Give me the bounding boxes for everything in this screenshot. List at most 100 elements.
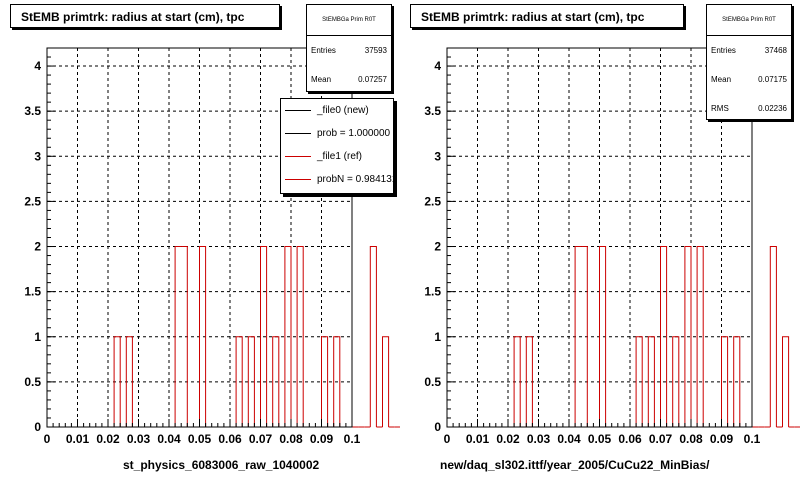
plot-title-left: StEMB primtrk: radius at start (cm), tpc bbox=[10, 4, 280, 28]
stats-rms-label-right: RMS bbox=[711, 104, 729, 113]
y-tick-label-right: 0.5 bbox=[424, 375, 441, 389]
stats-mean-right: Mean 0.07175 bbox=[707, 65, 791, 94]
histogram-bar-right bbox=[672, 336, 680, 427]
histogram-bar-left bbox=[382, 336, 390, 427]
histogram-bar-left bbox=[321, 336, 329, 427]
y-tick-label-left: 1.5 bbox=[24, 285, 41, 299]
x-tick-label-left: 0.08 bbox=[279, 432, 303, 446]
histogram-bar-left bbox=[174, 246, 182, 427]
legend-entry-file0: _file0 (new) bbox=[281, 99, 393, 122]
histogram-bar-left bbox=[272, 336, 280, 427]
histogram-bar-left bbox=[260, 246, 268, 427]
legend-box: _file0 (new) prob = 1.000000 _file1 (ref… bbox=[280, 98, 394, 194]
histogram-bar-left bbox=[235, 336, 243, 427]
stats-rms-right: RMS 0.02236 bbox=[707, 94, 791, 123]
stats-entries-right: Entries 37468 bbox=[707, 36, 791, 65]
stats-box-left: StEMBGa Prim R0T Entries 37593 Mean 0.07… bbox=[306, 4, 392, 92]
x-tick-label-left: 0.04 bbox=[157, 432, 181, 446]
histogram-bar-left bbox=[181, 246, 188, 427]
legend-entry-file1: _file1 (ref) bbox=[281, 145, 393, 168]
histogram-bar-right bbox=[581, 246, 588, 427]
x-tick-label-left: 0.02 bbox=[96, 432, 120, 446]
x-tick-label-right: 0.04 bbox=[557, 432, 581, 446]
x-tick-label-right: 0.09 bbox=[710, 432, 734, 446]
x-tick-label-right: 0.06 bbox=[618, 432, 642, 446]
histogram-bar-right bbox=[635, 336, 643, 427]
y-tick-label-left: 2 bbox=[34, 240, 41, 254]
stats-entries-value-right: 37468 bbox=[764, 46, 787, 55]
histogram-bar-right bbox=[513, 336, 521, 427]
x-tick-label-right: 0.01 bbox=[466, 432, 490, 446]
x-tick-label-right: 0.05 bbox=[588, 432, 612, 446]
stats-mean-left: Mean 0.07257 bbox=[307, 65, 391, 94]
legend-entry-prob: prob = 1.000000 bbox=[281, 122, 393, 145]
stats-entries-label-right: Entries bbox=[711, 46, 736, 55]
x-tick-label-right: 0.1 bbox=[744, 432, 761, 446]
stats-entries-label-left: Entries bbox=[311, 46, 336, 55]
histogram-bar-left bbox=[369, 246, 377, 427]
histogram-bar-left bbox=[296, 246, 304, 427]
y-tick-label-left: 3 bbox=[34, 149, 41, 163]
y-tick-label-right: 4 bbox=[434, 59, 441, 73]
y-tick-label-right: 3 bbox=[434, 149, 441, 163]
y-tick-label-right: 3.5 bbox=[424, 104, 441, 118]
legend-label-probn: probN = 0.984131 bbox=[317, 174, 394, 185]
x-tick-label-left: 0 bbox=[44, 432, 51, 446]
x-tick-label-left: 0.05 bbox=[188, 432, 212, 446]
y-tick-label-right: 2 bbox=[434, 240, 441, 254]
y-tick-label-left: 0.5 bbox=[24, 375, 41, 389]
histogram-bar-right bbox=[769, 246, 777, 427]
legend-line-probn bbox=[285, 179, 311, 180]
x-tick-label-left: 0.01 bbox=[66, 432, 90, 446]
x-tick-label-left: 0.1 bbox=[344, 432, 361, 446]
histogram-bar-right bbox=[721, 336, 729, 427]
histogram-bar-left bbox=[199, 246, 207, 427]
legend-line-file1 bbox=[285, 156, 311, 157]
stats-entries-value-left: 37593 bbox=[364, 46, 387, 55]
stats-box-right: StEMBGa Prim R0T Entries 37468 Mean 0.07… bbox=[706, 4, 792, 120]
y-tick-label-right: 0 bbox=[434, 420, 441, 434]
legend-line-prob bbox=[285, 133, 311, 134]
plot-title-left-text: StEMB primtrk: radius at start (cm), tpc bbox=[21, 10, 245, 24]
legend-label-file0: _file0 (new) bbox=[317, 105, 369, 116]
stats-name-left: StEMBGa Prim R0T bbox=[307, 5, 391, 36]
stats-name-right: StEMBGa Prim R0T bbox=[707, 5, 791, 36]
histogram-bar-left bbox=[284, 246, 292, 427]
y-tick-label-right: 2.5 bbox=[424, 194, 441, 208]
legend-label-prob: prob = 1.000000 bbox=[317, 128, 391, 139]
y-tick-label-left: 4 bbox=[34, 59, 41, 73]
x-tick-label-left: 0.03 bbox=[127, 432, 151, 446]
x-tick-label-right: 0.08 bbox=[679, 432, 703, 446]
x-tick-label-right: 0.02 bbox=[496, 432, 520, 446]
plot-title-right-text: StEMB primtrk: radius at start (cm), tpc bbox=[421, 10, 645, 24]
histogram-bar-right bbox=[599, 246, 607, 427]
x-tick-label-right: 0.03 bbox=[527, 432, 551, 446]
x-axis-label-right: new/daq_sl302.ittf/year_2005/CuCu22_MinB… bbox=[440, 458, 710, 472]
histogram-bar-right bbox=[525, 336, 533, 427]
x-tick-label-left: 0.07 bbox=[249, 432, 273, 446]
legend-line-file0 bbox=[285, 110, 311, 111]
histogram-plot-right: 0 0.01 0.02 0.03 0.04 0.05 0.06 0.07 0.08 0.09 0.1… bbox=[424, 47, 800, 446]
histogram-bar-right bbox=[696, 246, 704, 427]
histogram-bar-right bbox=[684, 246, 692, 427]
histogram-bar-left bbox=[113, 336, 121, 427]
plot-title-right: StEMB primtrk: radius at start (cm), tpc bbox=[410, 4, 684, 28]
x-tick-label-right: 0 bbox=[444, 432, 451, 446]
y-tick-label-right: 1.5 bbox=[424, 285, 441, 299]
stats-mean-value-left: 0.07257 bbox=[358, 75, 387, 84]
x-tick-label-left: 0.09 bbox=[310, 432, 334, 446]
histogram-bar-right bbox=[782, 336, 790, 427]
y-tick-label-right: 1 bbox=[434, 330, 441, 344]
histogram-bar-right bbox=[660, 246, 668, 427]
x-axis-label-left: st_physics_6083006_raw_1040002 bbox=[123, 458, 320, 472]
stats-mean-label-left: Mean bbox=[311, 75, 332, 84]
legend-entry-probn: probN = 0.984131 bbox=[281, 168, 393, 191]
histogram-pad-right: 0 0.01 0.02 0.03 0.04 0.05 0.06 0.07 0.08 0.09 0.1… bbox=[400, 0, 800, 480]
stats-mean-label-right: Mean bbox=[711, 75, 732, 84]
histogram-bar-right bbox=[647, 336, 655, 427]
y-tick-label-left: 1 bbox=[34, 330, 41, 344]
x-tick-label-left: 0.06 bbox=[218, 432, 242, 446]
histogram-pad-left: 0 0.01 0.02 0.03 0.04 0.05 0.06 0.07 0.08 0.09 0.1… bbox=[10, 4, 400, 472]
histogram-bar-right bbox=[574, 246, 582, 427]
x-tick-label-right: 0.07 bbox=[649, 432, 673, 446]
